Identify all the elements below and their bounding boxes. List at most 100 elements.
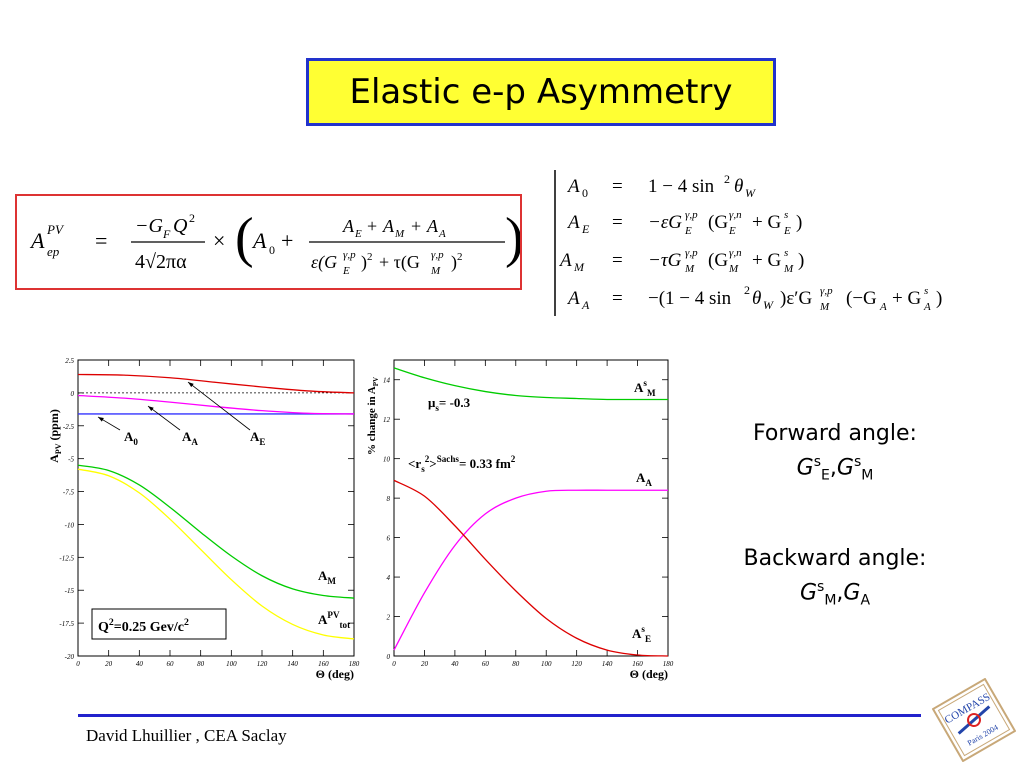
y-tick-label: -20 (65, 653, 75, 661)
series-label-AsE: As​E​ (632, 624, 651, 644)
svg-text:γ,n: γ,n (729, 209, 742, 221)
series-label-AE: AE​ (250, 429, 265, 447)
svg-text:M: M (573, 260, 585, 274)
y-tick-label: -2.5 (63, 423, 75, 431)
compass-logo: COMPASS Paris 2004 (931, 677, 1017, 763)
q2-note: Q2​=0.25 Gev/c2​ (98, 617, 189, 635)
x-tick-label: 160 (318, 660, 329, 668)
title-box: Elastic e-p Asymmetry (306, 58, 776, 126)
svg-text:): ) (505, 207, 520, 269)
svg-text:γ,p: γ,p (820, 285, 833, 297)
svg-text:M: M (430, 265, 441, 277)
chart-asymmetry-ppm: 0 20 40 60 80 100 120 140 160 180 2.5 0 -2.5 -5 -7.5 -1… (36, 352, 366, 687)
series-label-AM: AM​ (318, 568, 336, 586)
svg-text:(G: (G (708, 250, 728, 271)
svg-text:A: A (566, 288, 580, 309)
x-tick-label: 40 (136, 660, 144, 668)
svg-text:E: E (684, 225, 692, 237)
series-label-AA: AA​ (636, 470, 652, 488)
svg-text:2: 2 (457, 251, 463, 263)
series-label-Atot: APV​tot​ (318, 610, 350, 630)
x-tick-label: 120 (571, 660, 582, 668)
svg-text:θ: θ (752, 288, 761, 309)
svg-text:0: 0 (269, 243, 275, 257)
y-tick-label: 12 (383, 416, 391, 424)
svg-text:M: M (394, 228, 405, 240)
plot-frame (393, 359, 669, 657)
svg-text:+ G: + G (752, 250, 781, 271)
y-tick-label: 0 (387, 653, 391, 661)
forward-angle-vars: GsE,GsM (796, 454, 874, 484)
svg-text:Q: Q (173, 215, 188, 237)
y-tick-label: -15 (65, 587, 75, 595)
svg-text:A: A (342, 216, 355, 236)
svg-text:(−G: (−G (846, 288, 877, 309)
y-axis-label: APV (ppm) (47, 409, 63, 463)
svg-text:E: E (581, 222, 590, 236)
q2-note-box (91, 608, 227, 640)
series-label-A0: A0​ (124, 429, 138, 447)
x-tick-label: 0 (392, 660, 396, 668)
footer-author: David Lhuillier , CEA Saclay (86, 726, 287, 745)
chart1-svg: 0 20 40 60 80 100 120 140 160 180 2.5 0 -2.5 -5 -7.5 -1… (47, 357, 360, 681)
svg-text:−(1 − 4 sin: −(1 − 4 sin (648, 288, 732, 309)
y-tick-label: -5 (68, 456, 74, 464)
arrow-AE (187, 381, 251, 431)
forward-angle-title: Forward angle: (753, 421, 917, 446)
svg-text:W: W (745, 186, 756, 200)
svg-text:2: 2 (367, 251, 373, 263)
svg-text:s: s (784, 247, 788, 259)
svg-text:θ: θ (734, 176, 743, 197)
x-tick-label: 160 (632, 660, 643, 668)
svg-text:+ G: + G (752, 212, 781, 233)
series-line-AsE (393, 479, 669, 657)
arrow-A0-head (98, 416, 104, 422)
plot-frame (77, 359, 355, 657)
y-axis-label: % change in APV (366, 377, 380, 455)
x-axis-label: Θ (deg) (630, 667, 668, 681)
x-tick-label: 40 (451, 660, 459, 668)
svg-text:+ G: + G (892, 288, 921, 309)
svg-text:2: 2 (189, 211, 195, 225)
svg-text:A: A (566, 176, 580, 197)
svg-text:2: 2 (744, 283, 750, 297)
annotation-rs: <rs​2​>Sachs​= 0.33 fm2​ (408, 454, 516, 474)
series-line-AA (77, 394, 355, 415)
svg-text:ep: ep (47, 244, 60, 259)
svg-text:+: + (367, 216, 377, 236)
svg-text:4√2πα: 4√2πα (135, 251, 187, 273)
x-tick-label: 20 (105, 660, 113, 668)
svg-text:γ,p: γ,p (431, 249, 444, 261)
y-tick-label: 6 (387, 535, 391, 543)
svg-text:−G: −G (135, 215, 163, 237)
chart2-svg: 0 20 40 60 80 100 120 140 160 180 0 2 4 6 8 10 12 14 Θ (de… (366, 359, 674, 681)
svg-text:s: s (784, 209, 788, 221)
svg-text:): ) (361, 252, 367, 273)
x-tick-label: 140 (287, 660, 298, 668)
x-tick-label: 120 (257, 660, 268, 668)
svg-text:A: A (581, 298, 590, 312)
svg-text:=: = (612, 288, 623, 309)
backward-angle-title: Backward angle: (743, 546, 927, 571)
svg-text:A: A (558, 250, 572, 271)
svg-text:γ,p: γ,p (685, 247, 698, 259)
svg-text:A: A (251, 228, 267, 253)
y-tick-label: 2.5 (65, 357, 74, 365)
svg-text:γ,p: γ,p (685, 209, 698, 221)
svg-text:W: W (763, 298, 774, 312)
svg-text:E: E (354, 228, 362, 240)
svg-text:ε(G: ε(G (311, 252, 337, 273)
svg-text:−εG: −εG (648, 212, 682, 233)
arrow-AA (147, 405, 181, 431)
svg-text:E: E (342, 265, 350, 277)
y-tick-label: 14 (383, 377, 391, 385)
svg-text:0: 0 (582, 186, 588, 200)
svg-text:A: A (426, 216, 439, 236)
svg-text:+: + (281, 228, 293, 253)
svg-text:A: A (923, 301, 931, 313)
y-tick-label: -17.5 (59, 620, 74, 628)
svg-text:A: A (438, 228, 446, 240)
svg-text:×: × (213, 228, 225, 253)
svg-text:s: s (924, 285, 928, 297)
